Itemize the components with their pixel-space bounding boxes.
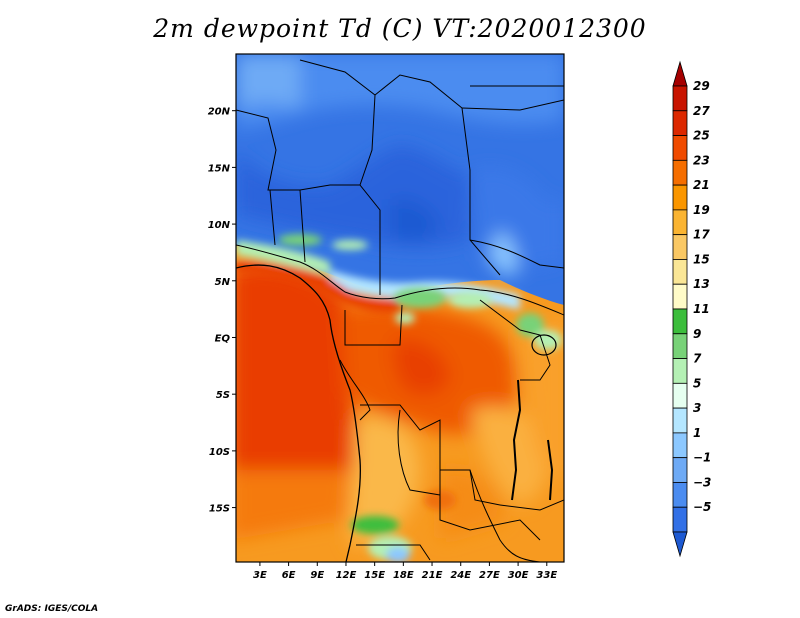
colorbar-box	[672, 85, 688, 112]
lat-tick-label: 5S	[216, 390, 230, 401]
longitude-axis: 3E 6E 9E 12E 15E 18E 21E 24E 27E 30E 33E	[253, 562, 557, 581]
colorbar-label: 9	[693, 327, 701, 341]
colorbar-box	[672, 283, 688, 310]
colorbar-box	[672, 184, 688, 211]
map-title: 2m dewpoint Td (C) VT:2020012300	[153, 14, 647, 43]
lon-tick-label: 24E	[450, 570, 471, 581]
credit-label: GrADS: IGES/COLA	[5, 604, 99, 614]
lon-tick-label: 33E	[536, 570, 557, 581]
colorbar-label: 23	[693, 153, 710, 167]
colorbar-box	[672, 259, 688, 285]
coastline	[236, 264, 361, 562]
colorbar-label: 7	[693, 352, 702, 366]
colorbar: 29 27 25 23 21 19 17 15 13 11 9 7 5 3 1 −1 −3 −5	[672, 60, 711, 558]
colorbar-box	[672, 457, 688, 483]
colorbar-box	[672, 135, 688, 161]
colorbar-label: 17	[693, 228, 710, 242]
lat-tick-label: 15S	[209, 504, 230, 515]
colorbar-label: 13	[693, 277, 710, 291]
colorbar-label: 5	[693, 376, 701, 390]
colorbar-box	[672, 382, 688, 409]
colorbar-box	[672, 506, 688, 533]
lat-tick-label: 10N	[208, 220, 231, 231]
colorbar-label: 27	[693, 104, 710, 118]
colorbar-label: 15	[693, 252, 710, 266]
colorbar-bottom-arrow	[672, 531, 688, 558]
lon-tick-label: 12E	[336, 570, 357, 581]
colorbar-box	[672, 358, 688, 384]
country-borders	[236, 59, 564, 561]
colorbar-box	[672, 234, 688, 260]
lon-tick-label: 30E	[508, 570, 529, 581]
colorbar-label: 11	[693, 302, 710, 316]
lat-tick-label: EQ	[215, 333, 231, 344]
lat-tick-label: 15N	[208, 163, 231, 174]
colorbar-label: −5	[693, 500, 711, 514]
field-shading	[236, 54, 564, 562]
lon-tick-label: 6E	[282, 570, 296, 581]
lat-tick-label: 5N	[215, 277, 231, 288]
colorbar-label: 25	[693, 129, 710, 143]
lat-tick-label: 10S	[209, 447, 230, 458]
colorbar-box	[672, 110, 688, 136]
colorbar-label: −3	[693, 475, 711, 489]
lon-tick-label: 9E	[310, 570, 324, 581]
lat-tick-label: 20N	[208, 107, 231, 118]
colorbar-box	[672, 308, 688, 335]
colorbar-box	[672, 159, 688, 186]
colorbar-box	[672, 432, 688, 459]
lon-tick-label: 18E	[393, 570, 414, 581]
map-frame	[235, 53, 565, 563]
colorbar-box	[672, 407, 688, 434]
lon-tick-label: 15E	[364, 570, 385, 581]
colorbar-box	[672, 482, 688, 508]
colorbar-label: 21	[693, 178, 710, 192]
lon-tick-label: 21E	[422, 570, 443, 581]
colorbar-box	[672, 209, 688, 236]
colorbar-box	[672, 333, 688, 359]
colorbar-label: 1	[693, 426, 701, 440]
colorbar-label: 3	[693, 401, 701, 415]
latitude-axis: 20N 15N 10N 5N EQ 5S 10S 15S	[208, 107, 236, 515]
lon-tick-label: 27E	[479, 570, 500, 581]
colorbar-label: 19	[693, 203, 710, 217]
lon-tick-label: 3E	[253, 570, 267, 581]
colorbar-label: 29	[693, 79, 710, 93]
colorbar-top-arrow	[672, 60, 688, 87]
colorbar-label: −1	[693, 451, 711, 465]
